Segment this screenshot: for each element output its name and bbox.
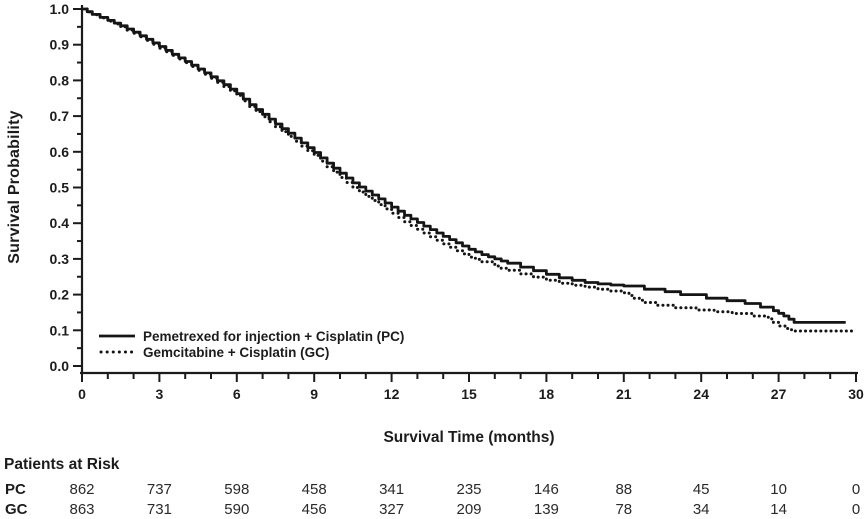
y-tick-label: 0.5 xyxy=(50,180,70,196)
x-tick-label: 27 xyxy=(771,386,787,402)
x-tick-label: 0 xyxy=(78,386,86,402)
risk-value: 731 xyxy=(146,501,172,518)
risk-value: 45 xyxy=(692,481,710,498)
risk-value: 862 xyxy=(69,481,95,498)
risk-row-gc: GC 863 731 590 456 327 209 139 78 34 14 0 xyxy=(0,501,865,519)
x-axis-title: Survival Time (months) xyxy=(383,429,555,446)
solid-line-sample xyxy=(99,334,135,338)
y-tick-label: 0.4 xyxy=(50,215,70,231)
legend-item-pc: Pemetrexed for injection + Cisplatin (PC… xyxy=(99,328,404,344)
risk-value: 0 xyxy=(851,501,861,518)
y-tick-label: 0.7 xyxy=(50,108,70,124)
risk-value: 209 xyxy=(456,501,482,518)
y-tick-label: 0.9 xyxy=(50,37,70,53)
pc-survival-curve xyxy=(82,7,846,324)
survival-chart: 1.0 0.9 0.8 0.7 0.6 0.5 0.4 0.3 0.2 0.1 0.0 0 3 6 9 12 1… xyxy=(6,1,864,402)
x-tick-label: 18 xyxy=(539,386,555,402)
risk-value: 146 xyxy=(533,481,559,498)
risk-value: 458 xyxy=(301,481,327,498)
x-tick-label: 9 xyxy=(310,386,318,402)
risk-value: 863 xyxy=(69,501,95,518)
risk-row-label: PC xyxy=(5,481,26,498)
x-tick-label: 6 xyxy=(233,386,241,402)
risk-value: 88 xyxy=(615,481,633,498)
risk-row-label: GC xyxy=(5,501,28,518)
y-tick-label: 1.0 xyxy=(50,1,70,17)
risk-value: 590 xyxy=(224,501,250,518)
risk-value: 737 xyxy=(146,481,172,498)
risk-value: 14 xyxy=(770,501,787,518)
gc-survival-curve xyxy=(80,7,855,334)
x-tick-label: 30 xyxy=(848,386,864,402)
x-tick-label: 15 xyxy=(461,386,477,402)
y-tick-label: 0.3 xyxy=(50,251,70,267)
y-tick-label: 0.1 xyxy=(50,322,70,338)
y-axis-title: Survival Probability xyxy=(6,110,23,263)
risk-value: 456 xyxy=(301,501,327,518)
x-tick-label: 21 xyxy=(616,386,632,402)
risk-table-title: Patients at Risk xyxy=(4,456,120,473)
y-tick-label: 0.2 xyxy=(50,287,70,303)
risk-value: 341 xyxy=(379,481,405,498)
risk-value: 78 xyxy=(615,501,633,518)
x-tick-label: 12 xyxy=(384,386,400,402)
dotted-line-sample xyxy=(99,350,135,354)
x-tick-label: 24 xyxy=(693,386,709,402)
risk-value: 0 xyxy=(851,481,861,498)
x-tick-label: 3 xyxy=(156,386,164,402)
risk-value: 327 xyxy=(379,501,405,518)
risk-value: 34 xyxy=(692,501,710,518)
y-tick-label: 0.6 xyxy=(50,144,70,160)
legend-label-pc: Pemetrexed for injection + Cisplatin (PC… xyxy=(143,328,405,344)
risk-value: 139 xyxy=(533,501,559,518)
legend-item-gc: Gemcitabine + Cisplatin (GC) xyxy=(99,344,329,360)
y-tick-label: 0.0 xyxy=(50,358,70,374)
risk-value: 10 xyxy=(770,481,787,498)
risk-row-pc: PC 862 737 598 458 341 235 146 88 45 10 0 xyxy=(0,481,865,499)
legend-label-gc: Gemcitabine + Cisplatin (GC) xyxy=(143,344,330,360)
risk-value: 235 xyxy=(456,481,482,498)
y-tick-label: 0.8 xyxy=(50,72,70,88)
risk-value: 598 xyxy=(224,481,250,498)
